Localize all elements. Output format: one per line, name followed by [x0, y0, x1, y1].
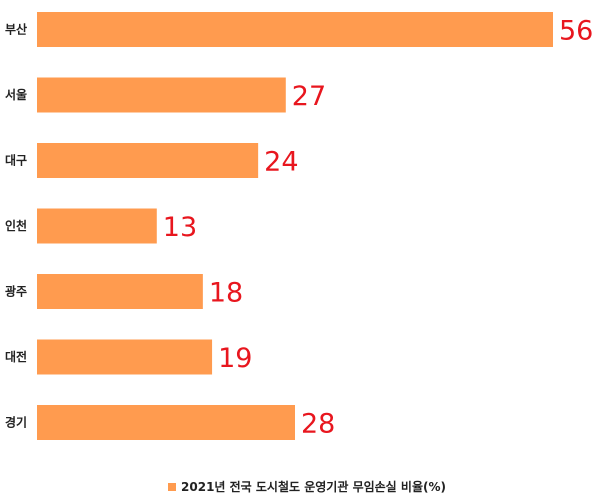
category-label: 대구: [5, 154, 27, 168]
bar: [37, 339, 213, 375]
category-label: 대전: [5, 349, 27, 364]
bar: [37, 77, 286, 113]
category-label: 서울: [5, 87, 27, 102]
legend: 2021년 전국 도시철도 운영기관 무임손실 비율(%): [0, 478, 614, 495]
value-label: 27: [292, 81, 326, 112]
category-label: 경기: [5, 415, 27, 430]
value-label: 13: [163, 212, 197, 243]
value-label: 56: [559, 16, 593, 47]
bars-group: 부산 56 서울 27 대구 24 인천 13 광주 18 대전 19 경기 28: [5, 12, 593, 440]
category-label: 인천: [5, 218, 27, 233]
bar: [37, 208, 157, 244]
legend-label: 2021년 전국 도시철도 운영기관 무임손실 비율(%): [181, 480, 446, 494]
category-label: 부산: [5, 22, 27, 37]
bar: [37, 405, 295, 440]
bar: [37, 274, 203, 309]
value-label: 18: [209, 278, 243, 309]
bar: [37, 12, 553, 47]
value-label: 19: [218, 343, 252, 374]
value-label: 28: [301, 409, 335, 440]
bar: [37, 143, 259, 178]
category-label: 광주: [5, 284, 27, 299]
value-label: 24: [264, 147, 298, 178]
legend-swatch: [168, 482, 177, 491]
